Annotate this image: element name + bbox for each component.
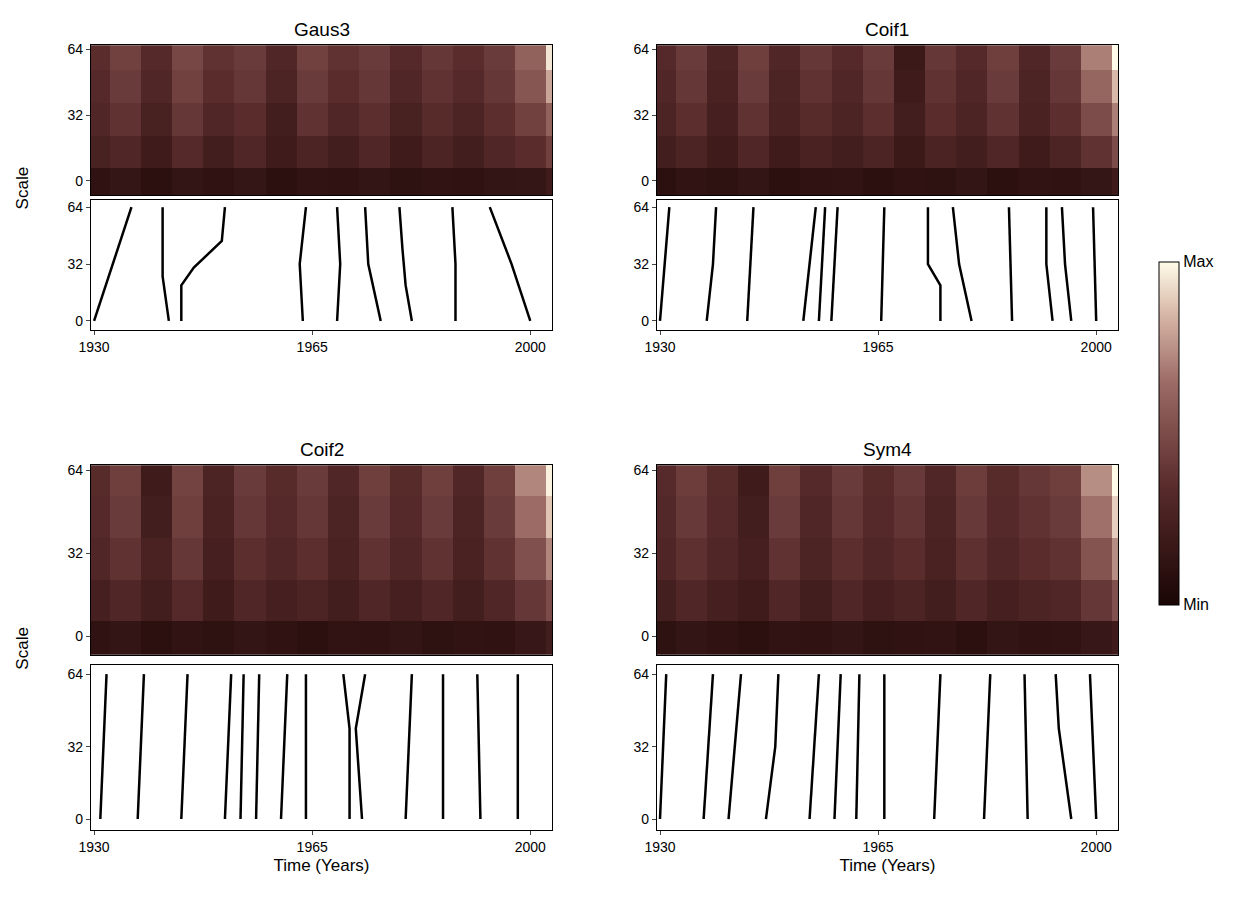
svg-text:Scale: Scale <box>13 627 32 670</box>
svg-text:2000: 2000 <box>515 339 546 355</box>
svg-text:1930: 1930 <box>79 839 110 855</box>
svg-text:0: 0 <box>641 811 649 827</box>
svg-text:Min: Min <box>1183 596 1209 613</box>
svg-text:Gaus3: Gaus3 <box>294 19 350 40</box>
svg-text:2000: 2000 <box>515 839 546 855</box>
svg-text:1930: 1930 <box>79 339 110 355</box>
svg-text:0: 0 <box>75 313 83 329</box>
svg-text:64: 64 <box>634 462 650 478</box>
svg-text:1965: 1965 <box>863 339 894 355</box>
svg-text:2000: 2000 <box>1081 339 1112 355</box>
svg-text:1930: 1930 <box>644 839 675 855</box>
svg-text:64: 64 <box>634 666 650 682</box>
svg-text:0: 0 <box>641 173 649 189</box>
svg-text:0: 0 <box>75 811 83 827</box>
svg-text:Max: Max <box>1183 253 1213 270</box>
svg-text:0: 0 <box>75 628 83 644</box>
svg-text:32: 32 <box>634 256 650 272</box>
svg-text:Coif1: Coif1 <box>865 19 909 40</box>
svg-text:1965: 1965 <box>863 839 894 855</box>
svg-text:Time (Years): Time (Years) <box>273 856 369 875</box>
svg-text:1965: 1965 <box>297 339 328 355</box>
svg-text:32: 32 <box>634 739 650 755</box>
svg-text:0: 0 <box>75 173 83 189</box>
svg-text:32: 32 <box>634 107 650 123</box>
svg-text:0: 0 <box>641 313 649 329</box>
svg-text:32: 32 <box>68 107 84 123</box>
svg-text:64: 64 <box>68 199 84 215</box>
svg-text:64: 64 <box>634 41 650 57</box>
svg-text:64: 64 <box>68 666 84 682</box>
svg-text:32: 32 <box>68 739 84 755</box>
svg-text:32: 32 <box>68 545 84 561</box>
svg-text:Coif2: Coif2 <box>300 439 344 460</box>
svg-text:Scale: Scale <box>13 167 32 210</box>
svg-text:1930: 1930 <box>644 339 675 355</box>
svg-text:32: 32 <box>634 545 650 561</box>
svg-text:64: 64 <box>68 462 84 478</box>
svg-text:0: 0 <box>641 628 649 644</box>
svg-text:1965: 1965 <box>297 839 328 855</box>
svg-text:Time (Years): Time (Years) <box>839 856 935 875</box>
svg-text:64: 64 <box>68 41 84 57</box>
svg-text:Sym4: Sym4 <box>863 439 912 460</box>
svg-text:32: 32 <box>68 256 84 272</box>
svg-text:2000: 2000 <box>1081 839 1112 855</box>
svg-text:64: 64 <box>634 199 650 215</box>
